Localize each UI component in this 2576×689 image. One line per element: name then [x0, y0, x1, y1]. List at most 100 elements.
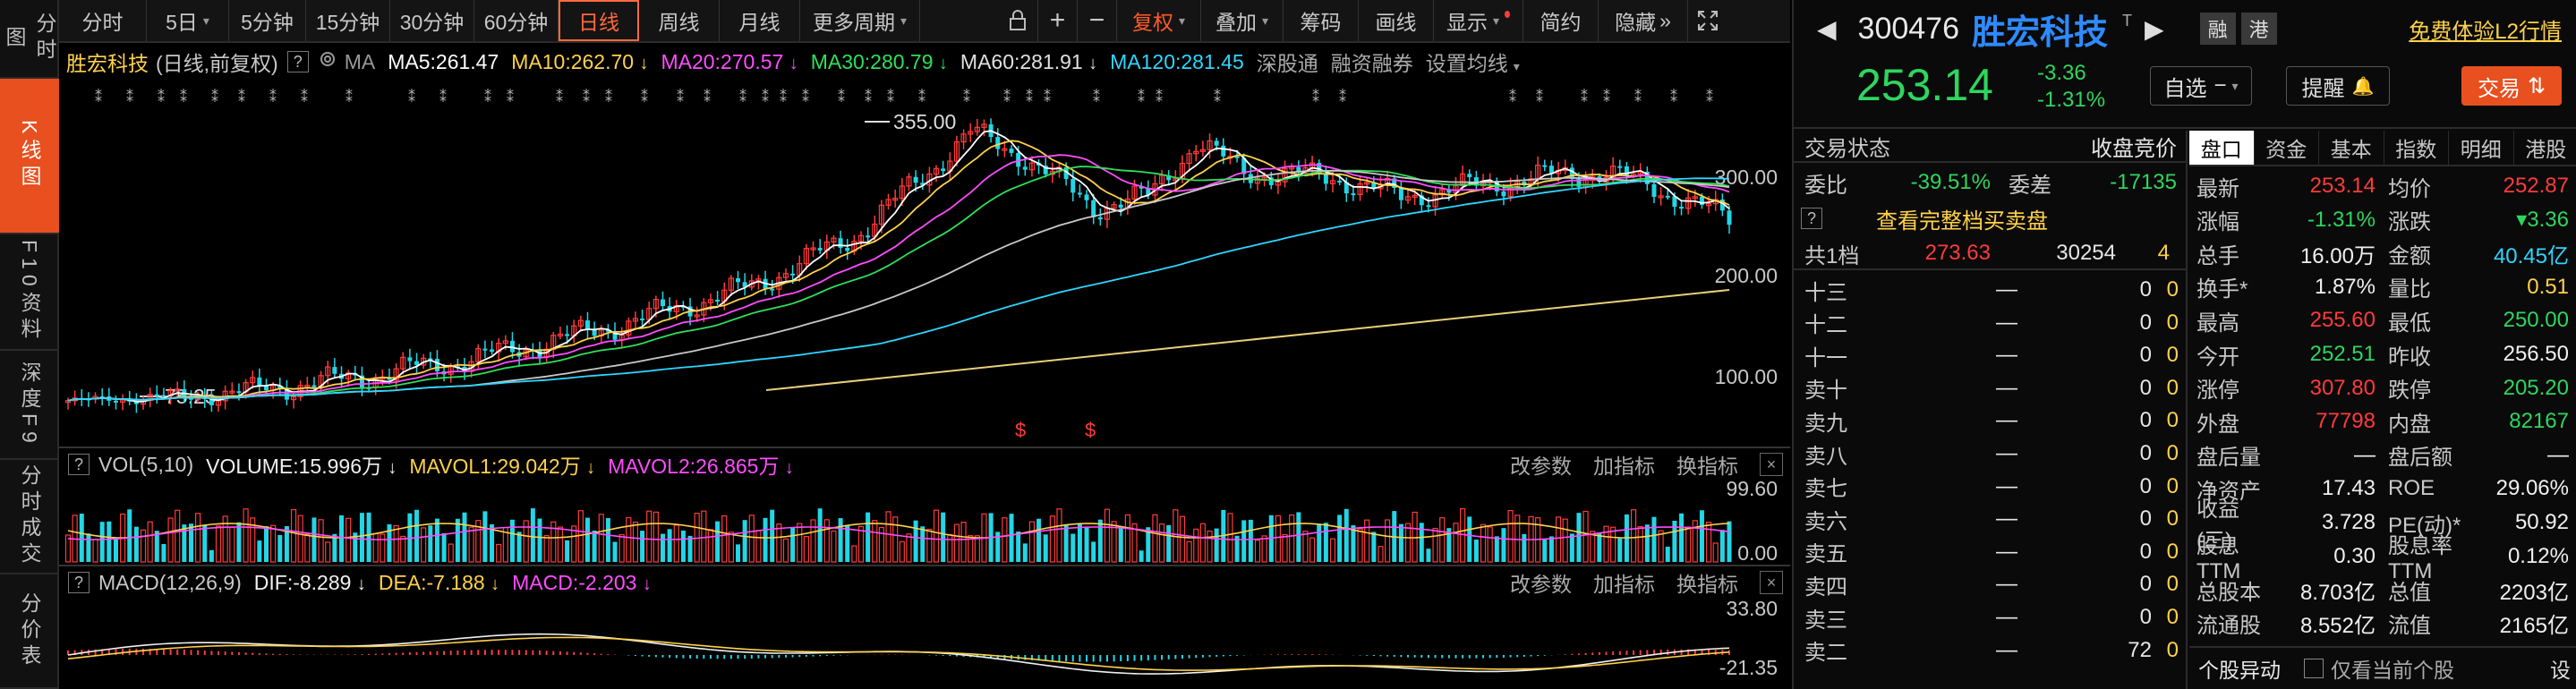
order-book-row[interactable]: 卖三 — 0 0 [1794, 601, 2188, 634]
vol-change-indicator[interactable]: 换指标 [1676, 455, 1738, 478]
order-book-row[interactable]: 卖六 — 0 0 [1794, 503, 2188, 535]
zoom-in-button[interactable]: + [1038, 0, 1078, 41]
volume-bar [543, 534, 550, 563]
macd-add-indicator[interactable]: 加指标 [1593, 573, 1655, 596]
nav-timeshare[interactable]: 分时图 [0, 0, 59, 79]
help-icon[interactable]: ? [286, 51, 309, 72]
period-monthly[interactable]: 月线 [720, 0, 800, 41]
nav-trades[interactable]: 分时成交 [0, 460, 59, 574]
view-full-book-link[interactable]: 查看完整档买卖盘 [1876, 208, 2048, 234]
l2-promo-link[interactable]: 免费体验L2行情 [2409, 19, 2562, 44]
concise-button[interactable]: 简约 [1523, 0, 1599, 41]
volume-bar [790, 527, 796, 562]
period-30min[interactable]: 30分钟 [390, 0, 474, 41]
tab-basic[interactable]: 基本 [2319, 131, 2384, 165]
order-book-row[interactable]: 卖九 — 0 0 [1794, 404, 2188, 437]
lock-button[interactable] [997, 0, 1038, 41]
period-more[interactable]: 更多周期 ▾ [800, 0, 920, 41]
tab-index[interactable]: 指数 [2384, 131, 2449, 165]
settings-button[interactable]: 设 [2550, 659, 2571, 682]
order-book-row[interactable]: 卖八 — 0 0 [1794, 438, 2188, 470]
draw-line-button[interactable]: 画线 [1359, 0, 1434, 41]
stat-label: ROE [2388, 476, 2435, 501]
event-marker: ⁑ [838, 89, 845, 106]
period-15min[interactable]: 15分钟 [306, 0, 390, 41]
tab-pankou[interactable]: 盘口 [2189, 131, 2255, 165]
link-margin-trading[interactable]: 融资融券 [1330, 52, 1413, 75]
volume-bar [646, 510, 653, 563]
ob-count: 0 [2166, 539, 2179, 564]
zoom-out-button[interactable]: − [1078, 0, 1117, 41]
stat-value: 205.20 [2503, 375, 2569, 400]
event-marker: ⁑ [1044, 89, 1051, 106]
tab-funds[interactable]: 资金 [2255, 131, 2319, 165]
help-icon[interactable]: ? [1801, 208, 1822, 229]
stat-value: 250.00 [2503, 308, 2569, 333]
order-book-row[interactable]: 卖五 — 0 0 [1794, 536, 2188, 568]
volume-bar [1104, 508, 1111, 563]
fuquan-button[interactable]: 复权 ▾ [1117, 0, 1201, 41]
volume-bar [1603, 525, 1609, 563]
alert-button[interactable]: 提醒 🔔 [2286, 66, 2390, 106]
macd-legend: ? MACD(12,26,9) DIF:-8.289 ↓ DEA:-7.188 … [59, 567, 1790, 598]
close-icon[interactable]: × [1760, 571, 1783, 594]
macd-edit-params[interactable]: 改参数 [1510, 573, 1572, 596]
tab-hk[interactable]: 港股 [2525, 138, 2567, 161]
tab-detail[interactable]: 明细 [2449, 131, 2514, 165]
link-shenzhen-connect[interactable]: 深股通 [1256, 52, 1318, 75]
prev-stock-icon[interactable]: ◀ [1817, 14, 1837, 43]
nav-price-table[interactable]: 分价表 [0, 574, 59, 689]
volume-bar [866, 512, 871, 562]
expand-button[interactable] [1688, 0, 1727, 41]
chevron-down-icon: ▾ [1493, 13, 1500, 28]
order-book-row[interactable]: 卖二 — 72 0 [1794, 634, 2188, 667]
volume-bar [1522, 533, 1527, 562]
period-daily[interactable]: 日线 [559, 0, 639, 41]
order-book-row[interactable]: 卖十 — 0 0 [1794, 372, 2188, 404]
candle-body [1186, 153, 1192, 165]
stat-value: 77798 [2316, 409, 2376, 434]
nav-kline[interactable]: K线图 [0, 79, 59, 234]
volume-bar [721, 515, 728, 563]
order-book-row[interactable]: 十一 — 0 0 [1794, 339, 2188, 371]
period-60min[interactable]: 60分钟 [474, 0, 559, 41]
order-book-row[interactable]: 十二 — 0 0 [1794, 307, 2188, 339]
only-current-checkbox[interactable] [2304, 659, 2324, 678]
volume-bar [1501, 528, 1506, 562]
order-book-row[interactable]: 卖七 — 0 0 [1794, 471, 2188, 503]
period-weekly[interactable]: 周线 [639, 0, 720, 41]
period-timeshare[interactable]: 分时 [59, 0, 147, 41]
watchlist-button[interactable]: 自选 − ▾ [2150, 66, 2252, 106]
dividend-marks-group: ⁑ ⁑ ⁑ ⁑ ⁑ ⁑ ⁑ ⁑ ⁑ ⁑ ⁑ ⁑ ⁑ ⁑ ⁑ ⁑ ⁑ ⁑ ⁑ ⁑ ⁑ ⁑ ⁑ ⁑ ⁑ ⁑ ⁑ ⁑ ⁑ ⁑ ⁑ ⁑ ⁑ ⁑ ⁑ ⁑ ⁑ ⁑ ⁑ ⁑… [95, 89, 1713, 106]
macd-change-indicator[interactable]: 换指标 [1676, 573, 1738, 596]
next-stock-icon[interactable]: ▶ [2145, 14, 2164, 43]
nav-f10[interactable]: F10资料 [0, 234, 59, 351]
link-ma-settings[interactable]: 设置均线 ▾ [1425, 52, 1520, 75]
display-button[interactable]: 显示 ▾ [1434, 0, 1523, 41]
help-icon[interactable]: ? [68, 572, 90, 593]
event-mark[interactable]: $ [1015, 419, 1026, 441]
volume-bar [188, 523, 193, 562]
kline-chart[interactable]: 300.00 200.00 100.00 355.00 75.25 $ $ 99… [59, 43, 1790, 689]
stock-alert-label[interactable]: 个股异动 [2198, 659, 2281, 682]
trade-button[interactable]: 交易 ⇅ [2461, 66, 2562, 106]
chips-button[interactable]: 筹码 [1284, 0, 1359, 41]
hk-connect-tag[interactable]: 港 [2240, 13, 2277, 45]
vol-edit-params[interactable]: 改参数 [1510, 455, 1572, 478]
overlay-button[interactable]: 叠加 ▾ [1201, 0, 1284, 41]
period-5min[interactable]: 5分钟 [229, 0, 306, 41]
margin-tag[interactable]: 融 [2199, 13, 2236, 45]
close-icon[interactable]: × [1760, 453, 1783, 476]
period-5day[interactable]: 5日 ▾ [147, 0, 229, 41]
help-icon[interactable]: ? [68, 454, 90, 475]
nav-depth[interactable]: 深度F9 [0, 351, 59, 460]
gear-icon[interactable] [318, 49, 337, 74]
event-mark[interactable]: $ [1085, 419, 1096, 441]
vol-add-indicator[interactable]: 加指标 [1593, 455, 1655, 478]
hide-button[interactable]: 隐藏» [1599, 0, 1688, 41]
only-current-label: 仅看当前个股 [2331, 659, 2454, 682]
order-book-row[interactable]: 卖四 — 0 0 [1794, 568, 2188, 600]
stat-value: 0.51 [2527, 274, 2569, 299]
order-book-row[interactable]: 十三 — 0 0 [1794, 274, 2188, 306]
stock-tag: T [2122, 11, 2133, 30]
